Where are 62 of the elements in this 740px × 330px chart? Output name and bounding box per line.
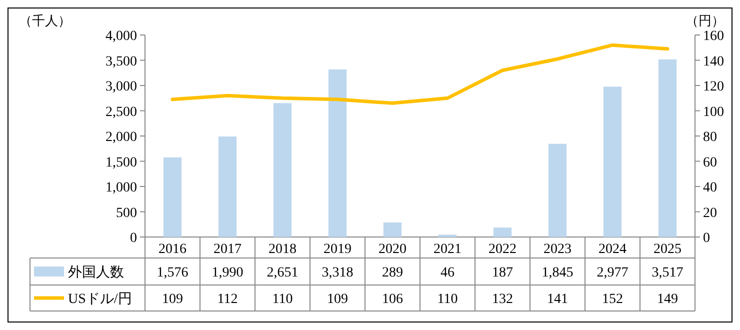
data-label: 2,651 <box>266 266 298 280</box>
bar <box>383 222 402 237</box>
y-tick-label: 1,000 <box>106 180 137 196</box>
y2-tick-label: 20 <box>703 206 717 221</box>
data-label: 289 <box>382 266 403 280</box>
y-tick-label: 0 <box>130 231 137 246</box>
data-label: 3,517 <box>652 266 684 280</box>
y-tick-label: 2,500 <box>106 104 137 120</box>
bar <box>328 69 347 237</box>
bar <box>548 144 567 237</box>
bar <box>658 59 677 237</box>
y-tick-label: 3,000 <box>106 80 137 94</box>
y2-tick-label: 120 <box>703 80 724 94</box>
x-tick-label: 2022 <box>488 242 516 257</box>
y-tick-label: 3,500 <box>106 54 137 70</box>
y2-tick-label: 140 <box>703 54 724 70</box>
x-tick-label: 2020 <box>378 242 406 257</box>
y2-tick-label: 60 <box>703 155 717 170</box>
y2-tick-label: 100 <box>703 104 724 120</box>
y-axis-title: （千人） <box>19 13 71 28</box>
bar <box>273 103 292 237</box>
data-label: 149 <box>657 292 678 307</box>
x-tick-label: 2021 <box>434 242 462 257</box>
data-label: 187 <box>492 266 513 280</box>
bar <box>493 228 512 237</box>
bar <box>163 157 182 237</box>
data-label: 109 <box>162 292 183 307</box>
y2-tick-label: 80 <box>703 130 717 145</box>
y2-tick-label: 0 <box>703 231 710 246</box>
y2-tick-label: 40 <box>703 180 717 196</box>
x-tick-label: 2023 <box>544 242 572 257</box>
data-label: 109 <box>327 292 348 307</box>
data-label: 1,990 <box>212 266 244 280</box>
y-tick-label: 2,000 <box>106 130 137 145</box>
data-label: 46 <box>440 266 454 280</box>
bar <box>218 136 237 237</box>
x-tick-label: 2017 <box>214 242 242 257</box>
x-tick-label: 2024 <box>598 242 626 257</box>
data-label: 112 <box>217 292 238 307</box>
data-label: 110 <box>437 292 458 307</box>
x-tick-label: 2018 <box>268 242 296 257</box>
legend-label: 外国人数 <box>68 264 124 280</box>
x-tick-label: 2019 <box>324 242 352 257</box>
data-label: 152 <box>602 292 623 307</box>
data-label: 2,977 <box>596 266 628 280</box>
x-tick-label: 2025 <box>654 242 682 257</box>
legend-label: USドル/円 <box>68 292 132 307</box>
data-label: 141 <box>547 292 568 307</box>
data-label: 106 <box>382 292 403 307</box>
data-label: 1,845 <box>542 266 574 280</box>
data-label: 110 <box>272 292 293 307</box>
y2-tick-label: 160 <box>703 29 724 44</box>
bar <box>603 86 622 237</box>
line-series <box>170 43 670 105</box>
data-label: 132 <box>492 292 513 307</box>
y2-axis-title: （円） <box>686 13 724 28</box>
y-tick-label: 500 <box>116 206 137 221</box>
data-label: 1,576 <box>156 266 188 280</box>
y-tick-label: 1,500 <box>106 155 137 170</box>
y-tick-label: 4,000 <box>106 29 137 44</box>
x-tick-label: 2016 <box>158 242 186 257</box>
data-label: 3,318 <box>322 266 354 280</box>
